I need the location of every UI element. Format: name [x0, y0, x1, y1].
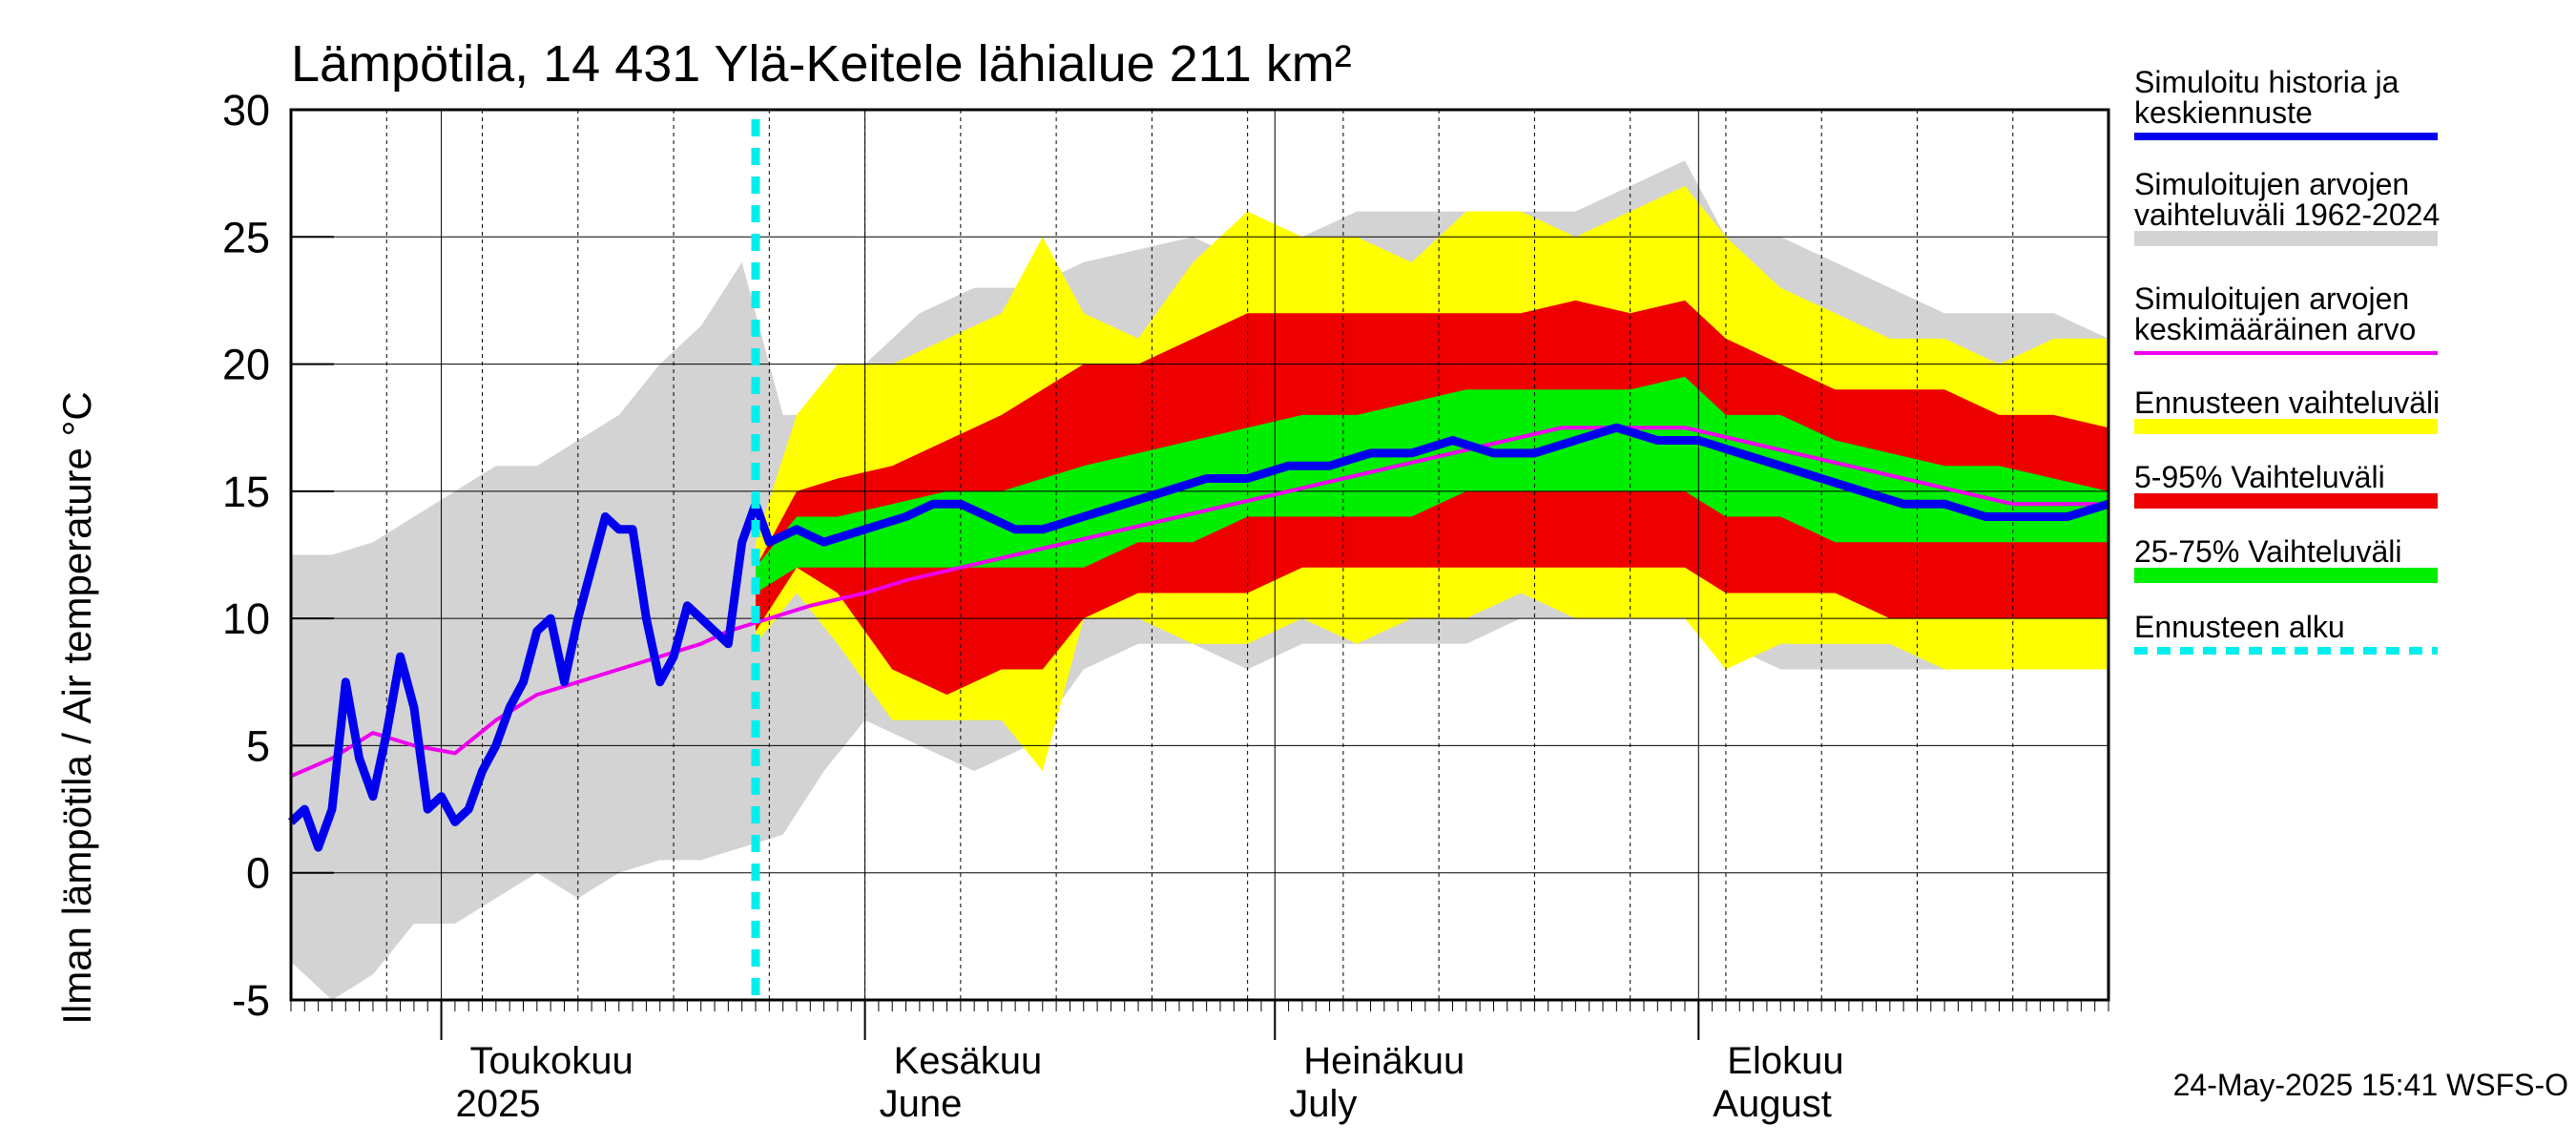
legend-item: Simuloitujen arvojen keskimääräinen arvo	[2134, 281, 2438, 355]
legend-label: Ennusteen vaihteluväli	[2134, 385, 2440, 420]
legend-label: Ennusteen alku	[2134, 610, 2345, 644]
legend-label-line: vaihteluväli 1962-2024	[2134, 198, 2440, 232]
line-simuloitujen-arvojen-keskim-r-inen-arvo	[290, 426, 2109, 779]
legend-label-line: Ennusteen alku	[2134, 610, 2345, 644]
timestamp: 24-May-2025 15:41 WSFS-O	[2173, 1068, 2568, 1102]
band-25-75-vaihteluv-li	[756, 376, 2109, 593]
legend-label-line: keskiennuste	[2134, 95, 2313, 130]
month-label: Elokuu	[1727, 1040, 1843, 1082]
month-label: Toukokuu	[470, 1040, 634, 1082]
legend-swatch	[2134, 419, 2438, 434]
lines-layer	[287, 119, 2110, 1000]
legend-label-line: 5-95% Vaihteluväli	[2134, 460, 2385, 494]
legend-label-line: keskimääräinen arvo	[2134, 312, 2416, 346]
y-tick-label: 10	[222, 594, 270, 643]
legend: Simuloitu historia ja keskiennusteSimuloi…	[2134, 65, 2440, 655]
month-label: Kesäkuu	[894, 1040, 1043, 1082]
legend-label: Simuloitujen arvojen keskimääräinen arvo	[2134, 281, 2416, 346]
line-simuloitu-historia-ja-keskiennuste	[287, 423, 2110, 852]
month-label-en: June	[880, 1083, 963, 1125]
legend-item: 5-95% Vaihteluväli	[2134, 460, 2438, 509]
y-tick-label: 5	[246, 721, 270, 770]
y-tick-label: 15	[222, 468, 270, 516]
chart-title: Lämpötila, 14 431 Ylä-Keitele lähialue 2…	[291, 35, 1352, 93]
y-tick-label: 20	[222, 341, 270, 389]
legend-label-line: 25-75% Vaihteluväli	[2134, 534, 2401, 569]
y-tick-label: 25	[222, 213, 270, 261]
bands-layer	[291, 160, 2109, 1001]
month-label-en: July	[1289, 1083, 1357, 1125]
legend-item: 25-75% Vaihteluväli	[2134, 534, 2438, 583]
legend-label: Simuloitu historia ja keskiennuste	[2134, 65, 2399, 130]
legend-swatch	[2134, 231, 2438, 246]
y-tick-label: 30	[222, 86, 270, 135]
legend-label: 25-75% Vaihteluväli	[2134, 534, 2401, 569]
legend-swatch	[2134, 568, 2438, 583]
month-label-en: 2025	[456, 1083, 541, 1125]
y-axis-label: Ilman lämpötila / Air temperature °C	[54, 391, 99, 1024]
legend-label-line: Ennusteen vaihteluväli	[2134, 385, 2440, 420]
legend-label-line: Simuloitujen arvojen	[2134, 167, 2409, 201]
legend-label: Simuloitujen arvojen vaihteluväli 1962-20…	[2134, 167, 2440, 232]
legend-item: Ennusteen vaihteluväli	[2134, 385, 2440, 434]
legend-item: Simuloitu historia ja keskiennuste	[2134, 65, 2438, 140]
legend-label: 5-95% Vaihteluväli	[2134, 460, 2385, 494]
plot-frame	[289, 108, 2110, 1002]
legend-label-line: Simuloitu historia ja	[2134, 65, 2399, 99]
legend-item: Ennusteen alku	[2134, 610, 2438, 655]
legend-label-line: Simuloitujen arvojen	[2134, 281, 2409, 316]
axes-layer: -5051015202530Toukokuu2025KesäkuuJuneHei…	[222, 86, 2110, 1125]
legend-swatch	[2134, 493, 2438, 509]
y-tick-label: 0	[246, 849, 270, 898]
legend-item: Simuloitujen arvojen vaihteluväli 1962-20…	[2134, 167, 2440, 246]
month-label: Heinäkuu	[1303, 1040, 1465, 1082]
month-label-en: August	[1713, 1083, 1832, 1125]
y-tick-label: -5	[232, 976, 270, 1025]
